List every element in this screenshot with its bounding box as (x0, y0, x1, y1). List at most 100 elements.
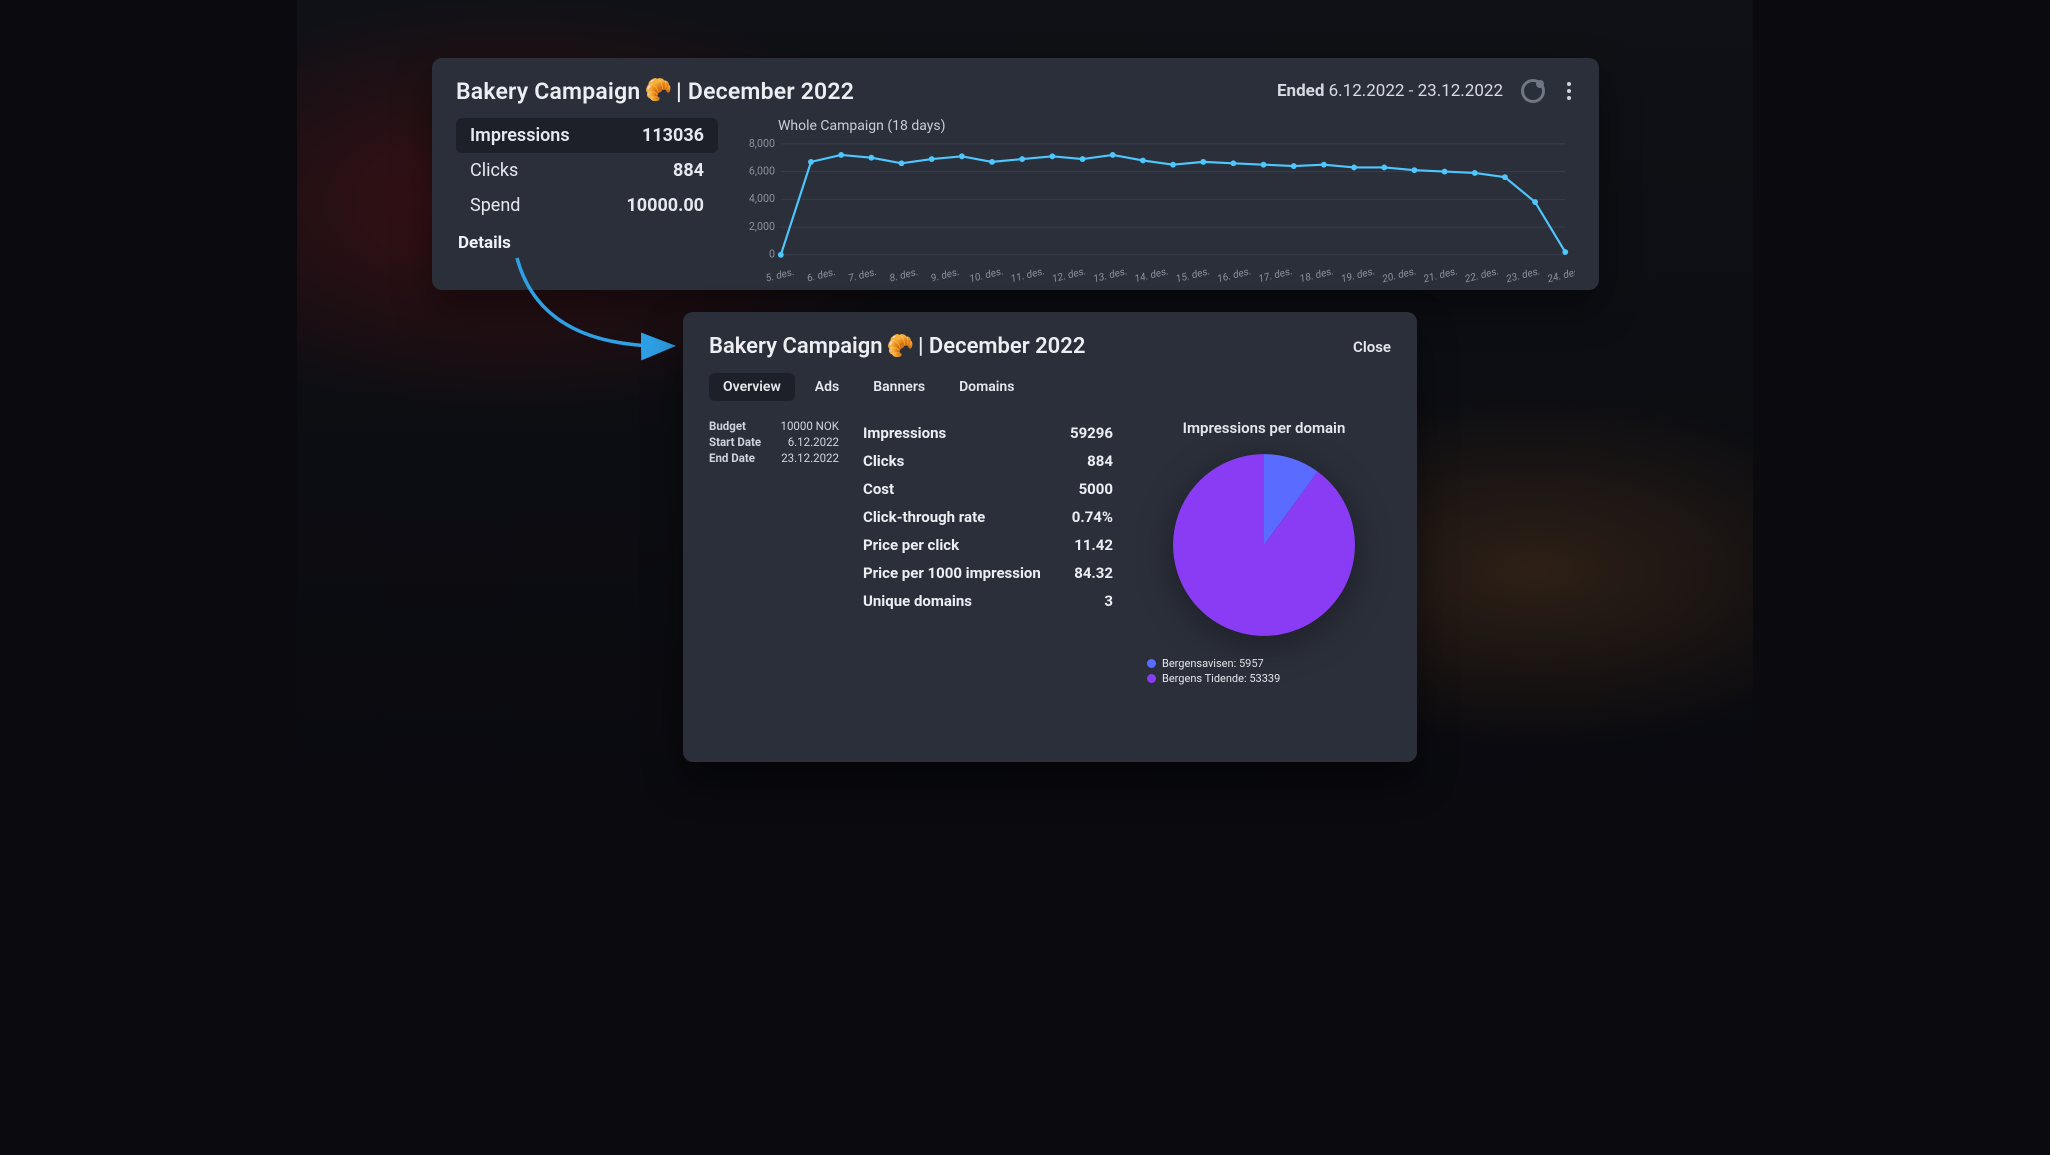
stat-row: Cost5000 (863, 475, 1113, 503)
croissant-icon: 🥐 (887, 336, 914, 358)
metric-row-impressions[interactable]: Impressions 113036 (456, 118, 718, 153)
stat-row: Price per click 11.42 (863, 531, 1113, 559)
pie-chart-svg (1164, 445, 1364, 645)
svg-text:18. des.: 18. des. (1299, 266, 1335, 285)
svg-text:23. des.: 23. des. (1505, 266, 1541, 285)
budget-value: 6.12.2022 (788, 435, 839, 449)
tab-overview[interactable]: Overview (709, 373, 795, 401)
metric-row-spend[interactable]: Spend 10000.00 (456, 188, 718, 223)
stat-key: Click-through rate (863, 508, 985, 526)
legend-label: Bergensavisen: 5957 (1162, 657, 1264, 670)
budget-column: Budget10000 NOKStart Date6.12.2022End Da… (709, 419, 839, 687)
detail-tabs: OverviewAdsBannersDomains (709, 373, 1391, 401)
campaign-date-range: Ended 6.12.2022 - 23.12.2022 (1277, 81, 1503, 101)
svg-text:8,000: 8,000 (749, 137, 775, 150)
detail-body: Budget10000 NOKStart Date6.12.2022End Da… (709, 419, 1391, 687)
metric-list: Impressions 113036 Clicks 884 Spend 10000.00 D… (456, 118, 718, 286)
metric-value: 884 (673, 160, 704, 181)
status-orbit-icon (1521, 79, 1545, 103)
tab-domains[interactable]: Domains (945, 373, 1028, 401)
line-chart-svg: 0 2,000 4,000 6,000 8,000 5. des. 6. des. 7. de… (738, 136, 1575, 286)
detail-title: Bakery Campaign 🥐 | December 2022 (709, 334, 1085, 359)
close-button[interactable]: Close (1353, 338, 1391, 356)
svg-text:15. des.: 15. des. (1175, 266, 1211, 285)
svg-text:2,000: 2,000 (749, 220, 775, 233)
svg-text:21. des.: 21. des. (1423, 266, 1459, 285)
svg-text:19. des.: 19. des. (1340, 266, 1376, 285)
details-link[interactable]: Details (456, 229, 718, 257)
pie-column: Impressions per domain Bergensavisen: 59… (1137, 419, 1391, 687)
detail-header: Bakery Campaign 🥐 | December 2022 Close (709, 334, 1391, 359)
legend-item: Bergens Tidende: 53339 (1147, 672, 1391, 685)
svg-text:0: 0 (769, 248, 775, 261)
svg-text:5. des.: 5. des. (765, 267, 796, 285)
svg-text:9. des.: 9. des. (930, 267, 961, 285)
svg-text:6,000: 6,000 (749, 165, 775, 178)
title-prefix: Bakery Campaign (456, 78, 640, 105)
svg-text:12. des.: 12. des. (1051, 266, 1087, 285)
metric-label: Clicks (470, 160, 518, 181)
budget-row: Budget 10000 NOK (709, 419, 839, 433)
title-suffix: | December 2022 (676, 78, 854, 105)
stat-key: Clicks (863, 452, 904, 470)
pie-title: Impressions per domain (1137, 419, 1391, 437)
budget-value: 23.12.2022 (781, 451, 839, 465)
chart-title: Whole Campaign (18 days) (778, 118, 1575, 134)
campaign-detail-card: Bakery Campaign 🥐 | December 2022 Close … (683, 312, 1417, 762)
metric-label: Impressions (470, 125, 570, 146)
croissant-icon: 🥐 (644, 80, 672, 102)
svg-text:6. des.: 6. des. (806, 267, 837, 285)
more-menu-button[interactable] (1563, 76, 1575, 106)
stat-row: Unique domains 3 (863, 587, 1113, 615)
svg-text:8. des.: 8. des. (889, 267, 920, 285)
legend-dot-icon (1147, 659, 1156, 668)
ended-label: Ended (1277, 81, 1324, 101)
stat-key: Impressions (863, 424, 946, 442)
stat-row: Impressions 59296 (863, 419, 1113, 447)
stat-row: Price per 1000 impression 84.32 (863, 559, 1113, 587)
stat-value: 84.32 (1074, 564, 1113, 582)
svg-text:16. des.: 16. des. (1216, 266, 1252, 285)
legend-item: Bergensavisen: 5957 (1147, 657, 1391, 670)
stat-key: Unique domains (863, 592, 972, 610)
detail-title-suffix: | December 2022 (918, 334, 1085, 359)
svg-text:10. des.: 10. des. (968, 266, 1004, 285)
stat-value: 11.42 (1074, 536, 1113, 554)
svg-text:13. des.: 13. des. (1092, 266, 1128, 285)
summary-header-right: Ended 6.12.2022 - 23.12.2022 (1277, 76, 1575, 106)
stat-row: Clicks884 (863, 447, 1113, 475)
svg-text:22. des.: 22. des. (1464, 266, 1500, 285)
metric-value: 113036 (642, 125, 704, 146)
stat-key: Price per click (863, 536, 959, 554)
budget-key: Start Date (709, 435, 761, 449)
metric-value: 10000.00 (626, 195, 704, 216)
legend-label: Bergens Tidende: 53339 (1162, 672, 1280, 685)
metric-label: Spend (470, 195, 520, 216)
stat-value: 59296 (1070, 424, 1113, 442)
svg-text:7. des.: 7. des. (847, 267, 878, 285)
svg-text:14. des.: 14. des. (1134, 266, 1170, 285)
campaign-summary-card: Bakery Campaign 🥐 | December 2022 Ended … (432, 58, 1599, 290)
svg-text:20. des.: 20. des. (1381, 266, 1417, 285)
legend-dot-icon (1147, 674, 1156, 683)
impressions-chart: Whole Campaign (18 days) 0 2,000 4,000 6,00… (738, 118, 1575, 286)
budget-value: 10000 NOK (781, 419, 840, 433)
svg-text:4,000: 4,000 (749, 192, 775, 205)
summary-header: Bakery Campaign 🥐 | December 2022 Ended … (456, 76, 1575, 106)
tab-ads[interactable]: Ads (801, 373, 853, 401)
stage: Bakery Campaign 🥐 | December 2022 Ended … (297, 0, 1753, 816)
stat-value: 0.74% (1072, 508, 1113, 526)
stat-row: Click-through rate 0.74% (863, 503, 1113, 531)
detail-title-prefix: Bakery Campaign (709, 334, 883, 359)
svg-text:24. des.: 24. des. (1546, 266, 1575, 285)
svg-text:17. des.: 17. des. (1257, 266, 1293, 285)
metric-row-clicks[interactable]: Clicks 884 (456, 153, 718, 188)
tab-banners[interactable]: Banners (859, 373, 939, 401)
ended-range: 6.12.2022 - 23.12.2022 (1329, 81, 1503, 101)
stats-column: Impressions59296Clicks884Cost5000Click-t… (863, 419, 1113, 687)
stat-value: 3 (1104, 592, 1113, 610)
summary-body: Impressions 113036 Clicks 884 Spend 10000.00 D… (456, 118, 1575, 286)
stat-key: Price per 1000 impression (863, 564, 1041, 582)
budget-key: Budget (709, 419, 746, 433)
stat-value: 5000 (1079, 480, 1113, 498)
